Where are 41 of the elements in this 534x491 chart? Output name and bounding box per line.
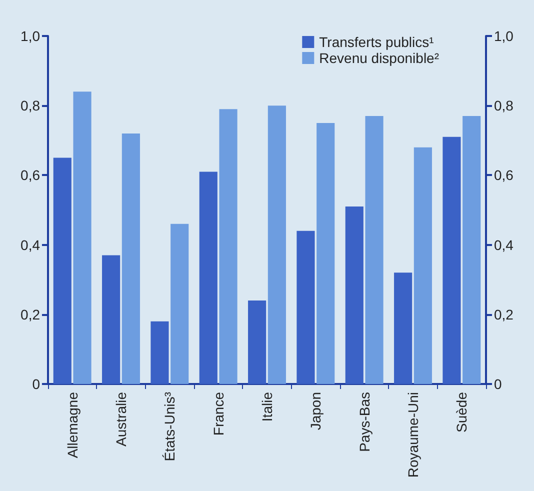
y-tick-label: 0,4 <box>20 236 40 253</box>
legend-label: Revenu disponible² <box>319 50 440 66</box>
x-tick-label: Pays-Bas <box>356 392 372 452</box>
bar <box>150 321 169 384</box>
x-tick-label: Suède <box>454 392 470 432</box>
y2-tick-label: 0,4 <box>494 236 514 253</box>
bar <box>219 109 238 384</box>
bar <box>248 300 266 384</box>
y-tick-label: 0 <box>32 376 40 392</box>
bar <box>102 255 120 384</box>
bar <box>53 158 72 384</box>
bar <box>268 106 286 384</box>
y-tick-label: 0,2 <box>20 306 40 322</box>
bar <box>122 133 140 384</box>
y2-tick-label: 0,6 <box>494 167 514 184</box>
bar <box>462 116 481 384</box>
y2-tick-label: 0 <box>494 376 502 392</box>
y-tick-label: 0,6 <box>20 167 40 184</box>
bar <box>345 206 364 384</box>
bar <box>170 224 189 384</box>
x-tick-label: États-Unis³ <box>162 392 178 462</box>
y-tick-label: 1,0 <box>20 28 40 44</box>
y2-tick-label: 0,2 <box>494 306 514 322</box>
x-tick-label: Royaume-Uni <box>405 392 421 478</box>
bar <box>394 272 412 384</box>
x-tick-label: Italie <box>259 392 275 422</box>
legend-label: Transferts publics¹ <box>319 34 434 50</box>
y2-tick-label: 0,8 <box>494 98 514 114</box>
y2-tick-label: 1,0 <box>494 28 514 44</box>
y-tick-label: 0,8 <box>20 98 40 114</box>
bar <box>73 92 92 384</box>
bar <box>316 123 335 384</box>
x-tick-label: France <box>210 392 226 436</box>
x-tick-label: Japon <box>308 392 324 430</box>
bar <box>296 230 315 384</box>
bar <box>414 147 432 384</box>
bar <box>442 136 461 384</box>
bar <box>365 116 384 384</box>
x-tick-label: Allemagne <box>64 392 80 458</box>
x-tick-label: Australie <box>113 392 129 446</box>
bar <box>199 172 218 384</box>
